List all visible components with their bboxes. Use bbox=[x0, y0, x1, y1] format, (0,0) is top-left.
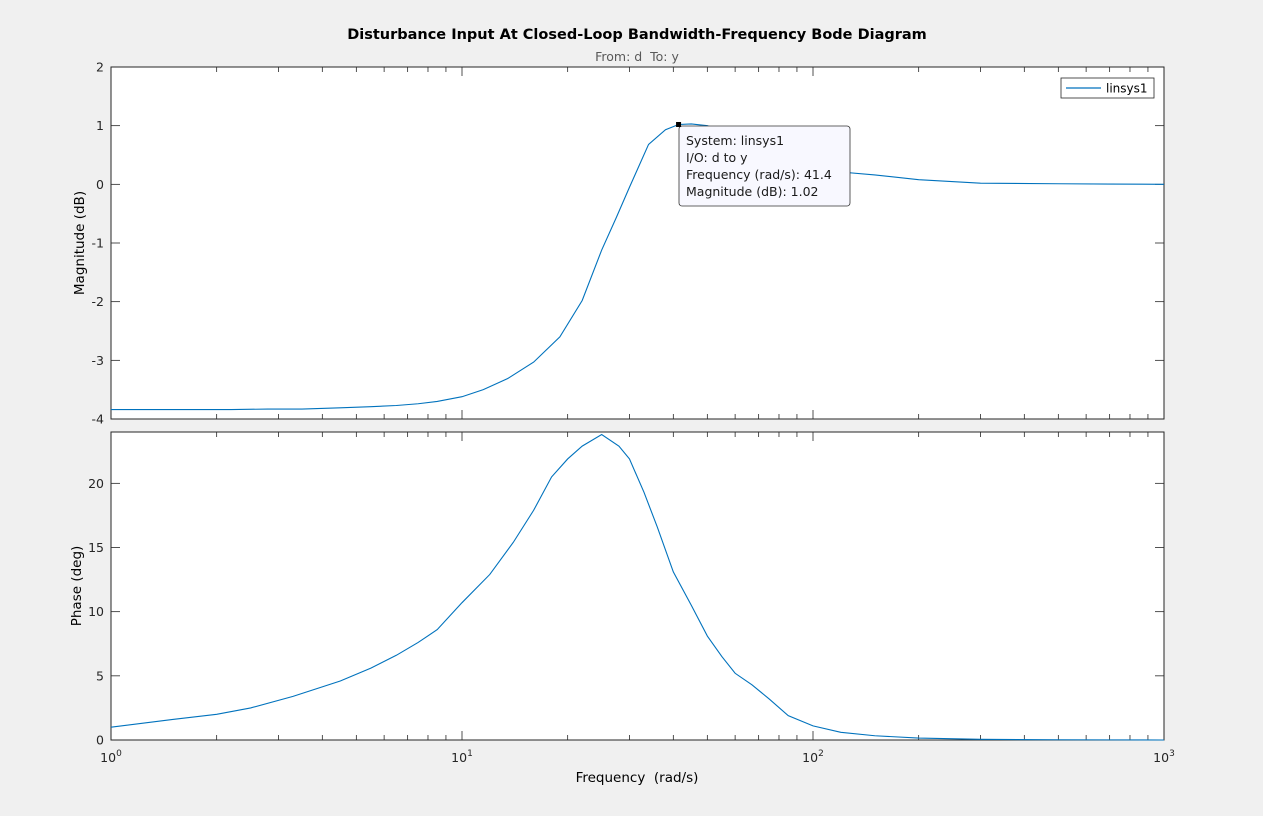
data-tip-line-system: System: linsys1 bbox=[686, 133, 784, 148]
phase-x-tick-labels: 100 101 102 103 bbox=[100, 749, 1175, 765]
chart-subtitle: From: d To: y bbox=[595, 49, 679, 64]
magnitude-y-tick-labels: -4 -3 -2 -1 0 1 2 bbox=[92, 60, 105, 427]
y-tick-label: 15 bbox=[88, 540, 104, 555]
data-tip-marker[interactable] bbox=[676, 121, 682, 127]
data-tip-line-frequency: Frequency (rad/s): 41.4 bbox=[686, 167, 832, 182]
y-tick-label: -1 bbox=[92, 236, 104, 251]
x-axis-label: Frequency (rad/s) bbox=[576, 770, 699, 786]
y-tick-label: -4 bbox=[92, 412, 105, 427]
y-tick-label: 0 bbox=[96, 733, 104, 748]
x-tick-label: 100 bbox=[100, 749, 122, 765]
y-tick-label: 0 bbox=[96, 177, 104, 192]
data-tip-line-io: I/O: d to y bbox=[686, 150, 748, 165]
phase-axes[interactable] bbox=[110, 431, 1165, 741]
data-tip[interactable]: System: linsys1 I/O: d to y Frequency (r… bbox=[676, 121, 851, 207]
magnitude-axes[interactable] bbox=[110, 66, 1165, 420]
x-tick-label: 101 bbox=[451, 749, 473, 765]
x-tick-label: 102 bbox=[802, 749, 824, 765]
legend-box bbox=[1060, 77, 1155, 99]
y-tick-label: 1 bbox=[96, 118, 104, 133]
y-tick-label: 2 bbox=[96, 60, 104, 75]
phase-series bbox=[110, 433, 1165, 741]
x-tick-label: 103 bbox=[1153, 749, 1175, 765]
data-tip-box bbox=[678, 125, 851, 207]
magnitude-ticks bbox=[110, 66, 1165, 420]
y-tick-label: -2 bbox=[92, 294, 104, 309]
legend[interactable]: linsys1 bbox=[1060, 77, 1155, 99]
y-tick-label: -3 bbox=[92, 353, 104, 368]
phase-y-tick-labels: 0 5 10 15 20 bbox=[88, 476, 104, 748]
phase-ylabel: Phase (deg) bbox=[69, 546, 85, 627]
phase-line-linsys1[interactable] bbox=[110, 433, 1165, 741]
legend-entry-label: linsys1 bbox=[1106, 82, 1148, 96]
y-tick-label: 20 bbox=[88, 476, 104, 491]
y-tick-label: 10 bbox=[88, 604, 104, 619]
data-tip-line-magnitude: Magnitude (dB): 1.02 bbox=[686, 184, 818, 199]
magnitude-ylabel: Magnitude (dB) bbox=[72, 191, 88, 295]
chart-title: Disturbance Input At Closed-Loop Bandwid… bbox=[347, 27, 927, 43]
y-tick-label: 5 bbox=[96, 668, 104, 683]
